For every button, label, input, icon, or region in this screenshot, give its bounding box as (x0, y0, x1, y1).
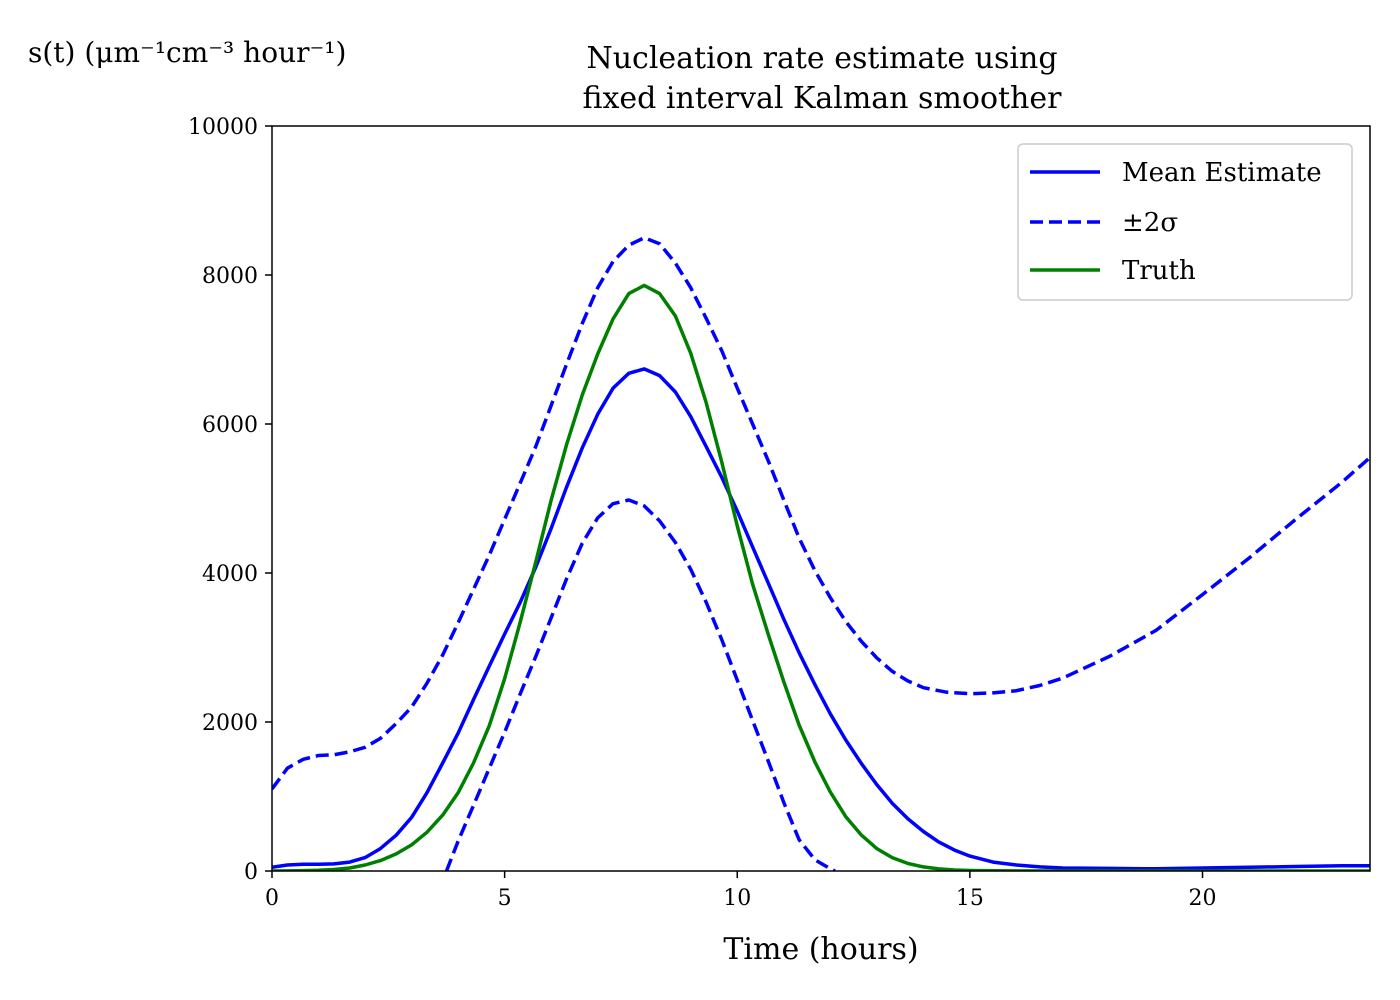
x-tick-label: 5 (498, 886, 512, 911)
legend: Mean Estimate ±2σ Truth (1017, 143, 1353, 301)
series-line-2 (444, 498, 836, 871)
x-axis-label: Time (hours) (723, 932, 918, 967)
chart-title-line-1: Nucleation rate estimate using (586, 41, 1057, 76)
series-line-3 (272, 283, 1370, 871)
x-tick-label: 15 (956, 886, 984, 911)
plot-frame (271, 125, 1371, 872)
x-tick-label: 10 (723, 886, 751, 911)
series-line-0 (272, 367, 1370, 871)
chart-title-line-2: fixed interval Kalman smoother (583, 81, 1063, 116)
y-axis-ticks: 0 2000 4000 6000 8000 10000 (188, 115, 272, 885)
y-tick-label: 4000 (202, 562, 258, 587)
y-tick-label: 6000 (202, 413, 258, 438)
x-tick-label: 0 (265, 886, 279, 911)
legend-label-sigma: ±2σ (1122, 208, 1178, 238)
legend-label-truth: Truth (1122, 256, 1196, 286)
y-tick-label: 2000 (202, 711, 258, 736)
y-tick-label: 8000 (202, 264, 258, 289)
legend-box (1017, 143, 1353, 301)
series-layer (272, 236, 1370, 871)
x-axis-ticks: 0 5 10 15 20 (265, 871, 1217, 911)
y-tick-label: 0 (244, 860, 258, 885)
legend-label-mean: Mean Estimate (1122, 158, 1322, 188)
plot-area: 0 5 10 15 20 0 2000 4000 6000 8000 10000 (188, 115, 1371, 911)
y-tick-label: 10000 (188, 115, 258, 140)
y-axis-label: s(t) (μm⁻¹cm⁻³ hour⁻¹) (28, 36, 346, 69)
series-line-1 (272, 236, 1370, 791)
x-tick-label: 20 (1189, 886, 1217, 911)
